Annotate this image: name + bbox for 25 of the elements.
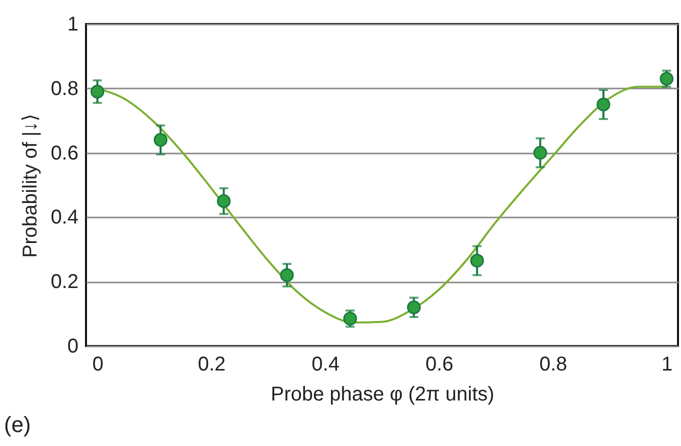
y-tick-label: 1 (67, 14, 78, 36)
point (90, 84, 104, 98)
x-tick-label: 0.8 (539, 354, 568, 376)
point (470, 254, 484, 268)
x-tick-label: 1 (662, 354, 673, 376)
y-tick-label: 0.8 (50, 78, 78, 100)
y-tick-label: 0.4 (50, 206, 78, 229)
y-tick-label: 0 (67, 336, 78, 358)
x-tick-label: 0 (92, 354, 104, 376)
y-tick-label: 0.6 (50, 142, 78, 164)
point (660, 72, 674, 86)
y-tick-label: 0.2 (50, 271, 78, 294)
x-axis-title: Probe phase φ (2π units) (270, 384, 494, 406)
point (533, 146, 548, 160)
x-tick-label: 0.2 (198, 354, 226, 376)
x-tick-label: 0.6 (426, 354, 454, 376)
point (216, 194, 231, 208)
point (154, 133, 168, 147)
point (596, 98, 610, 112)
point (407, 300, 421, 314)
point (343, 312, 357, 326)
point (280, 268, 294, 282)
text: (e) (4, 412, 31, 438)
x-tick-label: 0.4 (312, 354, 340, 376)
y-axis-title: Probability of |↓⟩ (20, 113, 42, 258)
